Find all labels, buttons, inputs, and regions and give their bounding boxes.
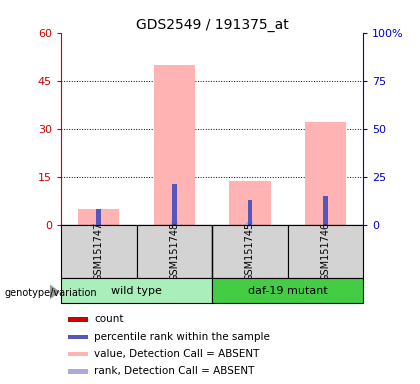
Bar <box>229 182 271 225</box>
Bar <box>305 122 346 225</box>
Text: rank, Detection Call = ABSENT: rank, Detection Call = ABSENT <box>94 366 255 376</box>
Bar <box>61 278 212 303</box>
Bar <box>97 214 101 225</box>
Bar <box>247 222 253 225</box>
Bar <box>97 209 101 225</box>
Bar <box>288 225 363 278</box>
Text: GSM151745: GSM151745 <box>245 222 255 281</box>
Bar <box>78 209 120 225</box>
Title: GDS2549 / 191375_at: GDS2549 / 191375_at <box>136 18 289 31</box>
Bar <box>136 225 212 278</box>
Text: GSM151747: GSM151747 <box>94 222 104 281</box>
Bar <box>248 200 252 225</box>
Polygon shape <box>50 284 60 300</box>
Bar <box>171 222 178 225</box>
Bar <box>154 65 195 225</box>
Text: wild type: wild type <box>111 286 162 296</box>
Text: percentile rank within the sample: percentile rank within the sample <box>94 332 270 342</box>
Bar <box>68 369 88 374</box>
Text: value, Detection Call = ABSENT: value, Detection Call = ABSENT <box>94 349 260 359</box>
Text: genotype/variation: genotype/variation <box>4 288 97 298</box>
Text: daf-19 mutant: daf-19 mutant <box>248 286 328 296</box>
Text: GSM151748: GSM151748 <box>169 222 179 281</box>
Bar <box>68 334 88 339</box>
Text: GSM151746: GSM151746 <box>320 222 331 281</box>
Bar <box>68 352 88 356</box>
Bar <box>61 225 136 278</box>
Bar <box>323 196 328 225</box>
Bar <box>68 317 88 322</box>
Bar <box>212 278 363 303</box>
Text: count: count <box>94 314 123 324</box>
Bar <box>212 225 288 278</box>
Bar <box>172 184 176 225</box>
